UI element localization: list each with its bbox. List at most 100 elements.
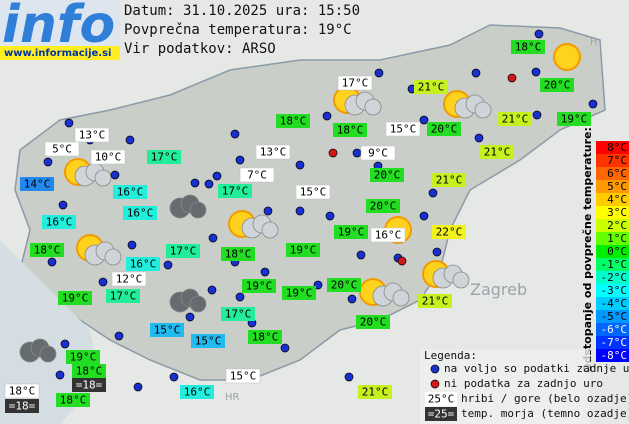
place-label: H [590,37,598,48]
station-temp: 19°C [338,226,365,239]
station-temp: 18°C [337,124,364,137]
station-box [20,177,54,191]
station-box [90,149,126,165]
station-box [239,167,275,183]
site: www.informacije.si [4,48,112,59]
data-dot [356,250,366,260]
data-dot [58,200,68,210]
station-box [42,215,76,229]
data-dot [125,135,135,145]
scale-label: -4°C [601,297,628,310]
station-box [432,225,466,239]
data-dot [114,331,124,341]
data-dot [207,285,217,295]
scale-step [596,180,629,193]
scale-label: -5°C [601,310,628,323]
station-temp: 16°C [130,258,157,271]
station-temp: 17°C [342,77,369,90]
scale-label: -8°C [601,349,628,362]
station-box [334,225,368,239]
scale-label: 3°C [607,206,627,219]
scale-label: 7°C [607,154,627,167]
station-box [113,185,147,199]
scale-step [596,167,629,180]
header-line: Datum: 31.10.2025 ura: 15:50 [124,3,360,19]
station-temp: 22°C [436,226,463,239]
station-temp: 18°C [9,385,36,398]
cloud-icon [261,221,279,239]
station-box [358,385,392,399]
station-box [356,315,390,329]
station-box [123,206,157,220]
data-dot [190,178,200,188]
scale-step [596,258,629,271]
station-temp: 18°C [76,365,103,378]
station-box [370,227,406,243]
station-temp: 16°C [46,216,73,229]
station-temp: 7°C [247,169,267,182]
station-temp: 13°C [79,129,106,142]
station-box [221,247,255,261]
no-data-dot [397,256,407,266]
scale-label: -1°C [601,258,628,271]
station-box [511,40,545,54]
station-temp: 13°C [260,146,287,159]
station-box [225,368,261,384]
scale-step [596,323,629,336]
scale-step [596,232,629,245]
station-temp: 16°C [375,229,402,242]
station-box [333,123,367,137]
station-temp: 19°C [286,287,313,300]
station-temp: 19°C [290,244,317,257]
station-temp: 18°C [34,244,61,257]
scale-step [596,193,629,206]
scale-step [596,271,629,284]
scale-label: 0°C [607,245,627,258]
station-box [557,112,591,126]
station-temp: 20°C [370,200,397,213]
data-dot [263,206,273,216]
data-dot [235,155,245,165]
data-dot [204,179,214,189]
station-temp: 5°C [52,143,72,156]
data-dot [43,157,53,167]
header-line: Povprečna temperatura: 19°C [124,22,352,38]
station-temp: 18°C [280,115,307,128]
cloud-icon [364,98,382,116]
data-dot [208,233,218,243]
cloud-icon [474,101,492,119]
data-dot [55,370,65,380]
station-box [366,199,400,213]
data-dot [280,343,290,353]
station-temp: =18= [76,379,103,392]
legend-sample-text: 25°C [428,393,455,406]
station-temp: 19°C [561,113,588,126]
station-box [282,286,316,300]
station-box [58,291,92,305]
station-box [432,173,466,187]
station-temp: 12°C [116,273,143,286]
legend-item: temp. morja (temno ozadje) [461,407,629,420]
station-box [4,383,40,399]
scale-step [596,206,629,219]
cloud-icon [94,169,112,187]
header-line: Vir podatkov: ARSO [124,41,276,57]
station-box [44,141,80,157]
no-data-dot [507,73,517,83]
station-box [337,75,373,91]
station-box [126,257,160,271]
station-temp: 18°C [60,394,87,407]
station-box [191,334,225,348]
station-temp: =18= [9,400,36,413]
station-temp: 18°C [515,41,542,54]
legend-sample [425,392,457,406]
data-dot [428,188,438,198]
scale-step [596,284,629,297]
station-temp: 19°C [62,292,89,305]
station-temp: 21°C [362,386,389,399]
station-box [418,294,452,308]
station-temp: 15°C [195,335,222,348]
cloud-icon [392,289,410,307]
legend-title: Legenda: [424,349,477,362]
station-box [427,122,461,136]
